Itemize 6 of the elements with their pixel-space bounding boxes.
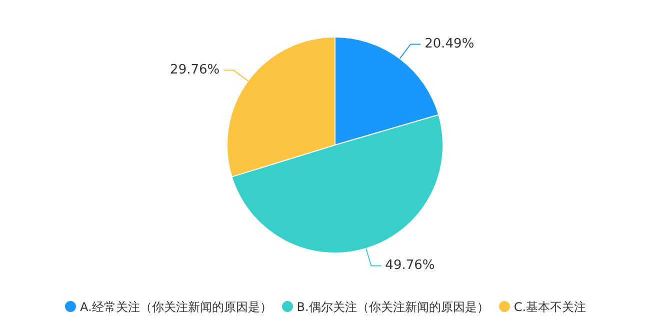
legend-label: C.基本不关注	[514, 300, 586, 314]
data-label: 49.76%	[385, 258, 435, 274]
legend-label: B.偶尔关注（你关注新闻的原因是）	[296, 300, 489, 314]
data-label: 20.49%	[424, 36, 474, 52]
data-label: 29.76%	[170, 62, 220, 78]
legend-label: A.经常关注（你关注新闻的原因是）	[80, 300, 272, 314]
